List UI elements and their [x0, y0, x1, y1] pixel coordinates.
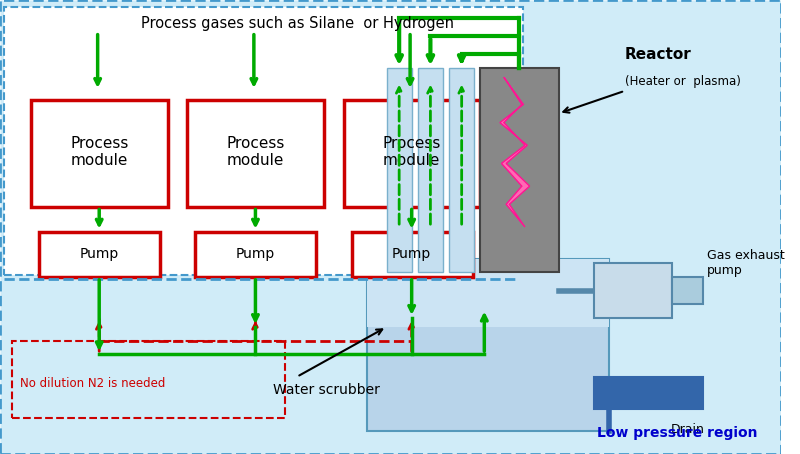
FancyBboxPatch shape — [386, 68, 412, 272]
FancyBboxPatch shape — [594, 263, 672, 318]
Text: Water scrubber: Water scrubber — [274, 384, 380, 397]
Text: Gas exhaust
pump: Gas exhaust pump — [707, 249, 785, 277]
FancyBboxPatch shape — [594, 377, 703, 409]
FancyBboxPatch shape — [0, 0, 531, 281]
FancyBboxPatch shape — [367, 259, 610, 327]
FancyBboxPatch shape — [31, 100, 168, 207]
FancyBboxPatch shape — [187, 100, 324, 207]
FancyBboxPatch shape — [418, 68, 443, 272]
Text: Low pressure region: Low pressure region — [598, 426, 758, 440]
Polygon shape — [500, 77, 530, 227]
FancyBboxPatch shape — [367, 259, 610, 431]
Text: Process
module: Process module — [70, 136, 128, 168]
FancyBboxPatch shape — [449, 68, 474, 272]
FancyBboxPatch shape — [481, 68, 558, 272]
Text: Process
module: Process module — [226, 136, 285, 168]
Text: Pump: Pump — [79, 247, 119, 261]
FancyBboxPatch shape — [351, 232, 473, 277]
Text: (Heater or  plasma): (Heater or plasma) — [625, 75, 741, 88]
FancyBboxPatch shape — [672, 277, 703, 304]
Text: No dilution N2 is needed: No dilution N2 is needed — [19, 377, 165, 390]
FancyBboxPatch shape — [0, 0, 781, 454]
FancyBboxPatch shape — [4, 7, 523, 275]
FancyBboxPatch shape — [344, 100, 481, 207]
Text: Process
module: Process module — [382, 136, 441, 168]
Text: Pump: Pump — [392, 247, 431, 261]
FancyBboxPatch shape — [195, 232, 316, 277]
Text: Pump: Pump — [236, 247, 275, 261]
Text: Drain: Drain — [670, 423, 704, 435]
Text: Reactor: Reactor — [625, 47, 692, 62]
FancyBboxPatch shape — [39, 232, 160, 277]
Text: Process gases such as Silane  or Hydrogen: Process gases such as Silane or Hydrogen — [141, 16, 454, 31]
FancyBboxPatch shape — [12, 340, 285, 418]
